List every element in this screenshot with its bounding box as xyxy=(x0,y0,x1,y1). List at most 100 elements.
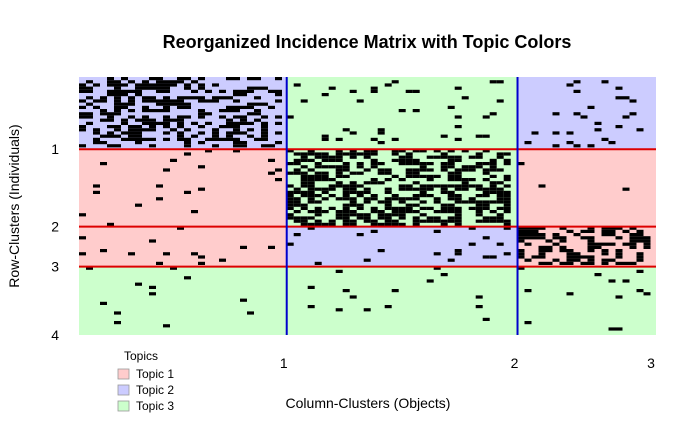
incidence-cell xyxy=(314,194,322,198)
incidence-cell xyxy=(398,187,406,191)
y-tick-label: 1 xyxy=(51,141,59,157)
incidence-cell xyxy=(468,168,476,172)
incidence-cell xyxy=(482,190,490,194)
incidence-cell xyxy=(503,226,511,230)
incidence-cell xyxy=(233,109,240,113)
incidence-cell xyxy=(142,115,149,119)
incidence-cell xyxy=(247,105,254,109)
incidence-cell xyxy=(356,233,364,237)
incidence-cell xyxy=(545,239,553,243)
incidence-cell xyxy=(447,206,455,210)
incidence-cell xyxy=(247,112,254,116)
incidence-cell xyxy=(261,131,268,135)
incidence-cell xyxy=(321,165,329,169)
incidence-cell xyxy=(240,118,247,122)
incidence-cell xyxy=(419,168,427,172)
incidence-cell xyxy=(226,96,233,100)
incidence-cell xyxy=(121,77,128,81)
incidence-cell xyxy=(475,213,483,217)
incidence-cell xyxy=(496,219,504,223)
block-r4-c3 xyxy=(517,266,656,335)
incidence-cell xyxy=(489,80,497,84)
incidence-cell xyxy=(531,233,539,237)
incidence-cell xyxy=(552,131,560,135)
incidence-cell xyxy=(135,93,142,97)
incidence-cell xyxy=(321,210,329,214)
incidence-cell xyxy=(356,99,364,103)
incidence-cell xyxy=(128,125,135,129)
incidence-cell xyxy=(538,252,546,256)
legend-entry-topic-2: Topic 2 xyxy=(136,383,174,397)
incidence-cell xyxy=(100,109,107,113)
incidence-cell xyxy=(587,226,595,230)
incidence-cell xyxy=(121,137,128,141)
block-r2-c3 xyxy=(517,149,656,227)
incidence-cell xyxy=(475,194,483,198)
incidence-cell xyxy=(135,118,142,122)
incidence-cell xyxy=(629,245,637,249)
incidence-cell xyxy=(489,210,497,214)
incidence-cell xyxy=(261,115,268,119)
incidence-cell xyxy=(321,93,329,97)
incidence-cell xyxy=(156,77,163,81)
incidence-cell xyxy=(454,249,462,253)
incidence-cell xyxy=(142,105,149,109)
legend-entry-topic-1: Topic 1 xyxy=(136,367,174,381)
incidence-cell xyxy=(184,102,191,106)
incidence-cell xyxy=(489,219,497,223)
incidence-cell xyxy=(419,162,427,166)
incidence-cell xyxy=(191,252,198,256)
incidence-cell xyxy=(114,80,121,84)
incidence-cell xyxy=(121,89,128,93)
incidence-cell xyxy=(447,210,455,214)
incidence-cell xyxy=(149,121,156,125)
incidence-cell xyxy=(566,252,574,256)
incidence-cell xyxy=(300,222,308,226)
incidence-cell xyxy=(156,184,163,188)
incidence-cell xyxy=(163,131,170,135)
incidence-cell xyxy=(489,112,497,116)
incidence-cell xyxy=(321,197,329,201)
incidence-cell xyxy=(79,144,86,148)
incidence-cell xyxy=(503,222,511,226)
incidence-cell xyxy=(300,178,308,182)
incidence-cell xyxy=(335,149,343,153)
incidence-cell xyxy=(328,222,336,226)
incidence-cell xyxy=(419,165,427,169)
incidence-cell xyxy=(184,276,191,280)
incidence-cell xyxy=(468,155,476,159)
incidence-cell xyxy=(566,83,574,87)
incidence-cell xyxy=(524,242,532,246)
incidence-cell xyxy=(142,80,149,84)
incidence-cell xyxy=(300,165,308,169)
incidence-cell xyxy=(384,222,392,226)
incidence-cell xyxy=(454,171,462,175)
incidence-cell xyxy=(100,249,107,253)
incidence-cell xyxy=(496,197,504,201)
incidence-cell xyxy=(135,125,142,129)
incidence-cell xyxy=(114,102,121,106)
incidence-cell xyxy=(335,168,343,172)
incidence-cell xyxy=(440,134,448,138)
incidence-cell xyxy=(349,219,357,223)
incidence-cell xyxy=(293,197,301,201)
incidence-cell xyxy=(177,77,184,81)
incidence-cell xyxy=(335,165,343,169)
incidence-cell xyxy=(580,236,588,240)
incidence-cell xyxy=(384,200,392,204)
incidence-cell xyxy=(170,83,177,87)
incidence-cell xyxy=(454,115,462,119)
incidence-cell xyxy=(86,115,93,119)
incidence-cell xyxy=(293,233,301,237)
legend-swatch-topic-1 xyxy=(117,368,130,380)
incidence-cell xyxy=(475,206,483,210)
incidence-cell xyxy=(524,258,532,262)
incidence-cell xyxy=(454,174,462,178)
incidence-cell xyxy=(531,226,539,230)
incidence-cell xyxy=(573,80,581,84)
incidence-cell xyxy=(370,162,378,166)
incidence-cell xyxy=(254,118,261,122)
incidence-cell xyxy=(321,178,329,182)
incidence-cell xyxy=(482,187,490,191)
incidence-cell xyxy=(503,203,511,207)
